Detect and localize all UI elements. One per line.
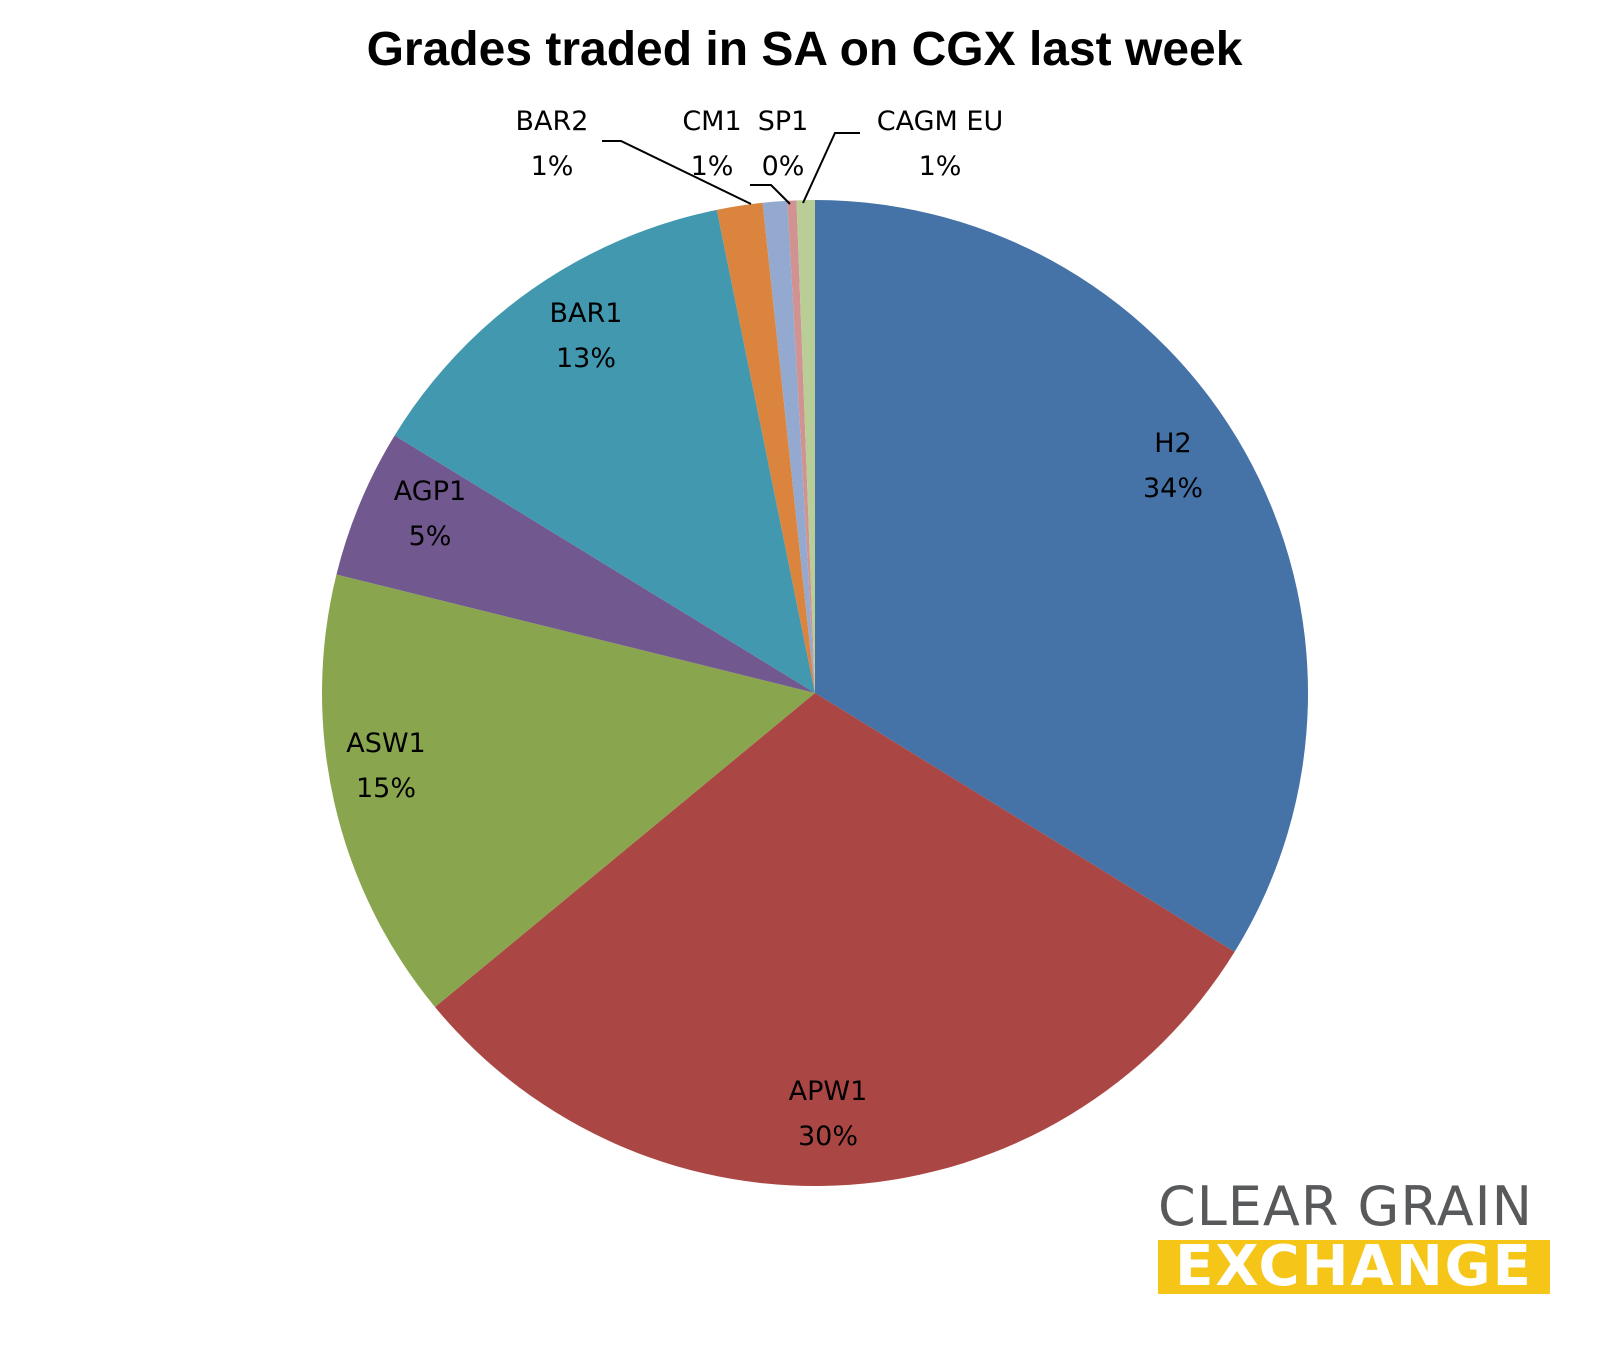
data-label-agp1: AGP1 5% <box>394 476 466 552</box>
data-label-cm1: CM1 1% <box>682 106 741 182</box>
data-label-bar1: BAR1 13% <box>550 298 623 374</box>
leader-line-cagm-eu <box>802 132 860 204</box>
leader-line-cm1 <box>750 184 791 205</box>
pie-slice-cagm-eu <box>796 200 815 693</box>
pie-slice-agp1 <box>336 435 815 693</box>
data-label-apw1: APW1 30% <box>789 1076 868 1152</box>
pie-slice-sp1 <box>787 200 815 693</box>
pie-slice-apw1 <box>434 693 1235 1186</box>
data-label-cagm-eu: CAGM EU 1% <box>877 106 1003 182</box>
pie-slice-h2 <box>815 200 1308 952</box>
data-label-asw1: ASW1 15% <box>346 728 425 804</box>
chart-title: Grades traded in SA on CGX last week <box>366 23 1243 76</box>
pie-slice-cm1 <box>762 200 815 693</box>
leader-line-bar2 <box>602 140 752 205</box>
logo-line2: EXCHANGE <box>1175 1240 1533 1294</box>
data-label-sp1: SP1 0% <box>758 106 809 182</box>
logo-line1: CLEAR GRAIN <box>1158 1175 1533 1238</box>
data-label-h2: H2 34% <box>1143 428 1203 504</box>
data-label-bar2: BAR2 1% <box>516 106 589 182</box>
logo-line2-banner: EXCHANGE <box>1158 1240 1550 1294</box>
clear-grain-exchange-logo: CLEAR GRAIN EXCHANGE <box>1158 1180 1550 1294</box>
pie-slice-bar1 <box>394 209 815 694</box>
pie-slice-asw1 <box>321 574 815 1008</box>
pie-slice-bar2 <box>716 202 815 693</box>
